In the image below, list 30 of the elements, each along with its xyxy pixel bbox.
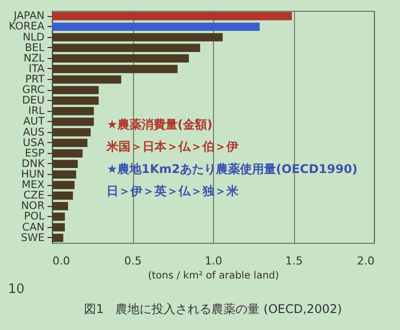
y-tick-label: CAN xyxy=(22,221,44,234)
x-tick-label: 2.0 xyxy=(357,254,374,268)
y-tick-label: ESP xyxy=(24,147,44,160)
y-tick-label: CZE xyxy=(23,190,44,202)
text: 図1 農地に投入される農薬の量 (OECD,2002) xyxy=(84,302,342,316)
x-tick-label: 1.0 xyxy=(204,254,222,268)
y-tick-label: GRC xyxy=(22,84,44,96)
y-tick-label: BEL xyxy=(24,42,45,54)
x-tick-label: 1.5 xyxy=(285,254,303,268)
y-tick-label: KOREA xyxy=(8,20,46,33)
y-tick-label: DNK xyxy=(22,158,46,170)
y-tick-label: AUS xyxy=(22,126,45,138)
x-axis-title: (tons / km² of arable land) xyxy=(148,270,280,282)
y-tick-label: NLD xyxy=(22,31,44,44)
y-tick-label: HUN xyxy=(21,168,44,180)
y-tick-label: DEU xyxy=(22,94,44,107)
y-tick-label: NOR xyxy=(21,200,44,212)
y-tick-label: JAPAN xyxy=(12,10,44,22)
x-tick-label: 0.5 xyxy=(124,254,142,268)
y-tick-label: IRL xyxy=(28,105,45,118)
x-tick-label: 0.0 xyxy=(52,254,70,268)
y-tick-label: USA xyxy=(22,136,46,149)
y-tick-label: PRT xyxy=(25,74,46,86)
y-tick-label: AUT xyxy=(23,116,46,128)
y-tick-label: ITA xyxy=(28,62,46,75)
y-tick-label: MEX xyxy=(22,179,44,192)
y-tick-label: SWE xyxy=(20,232,44,244)
y-tick-label: NZL xyxy=(24,52,45,64)
y-tick-label: POL xyxy=(24,210,45,223)
text: 10 xyxy=(8,282,25,297)
